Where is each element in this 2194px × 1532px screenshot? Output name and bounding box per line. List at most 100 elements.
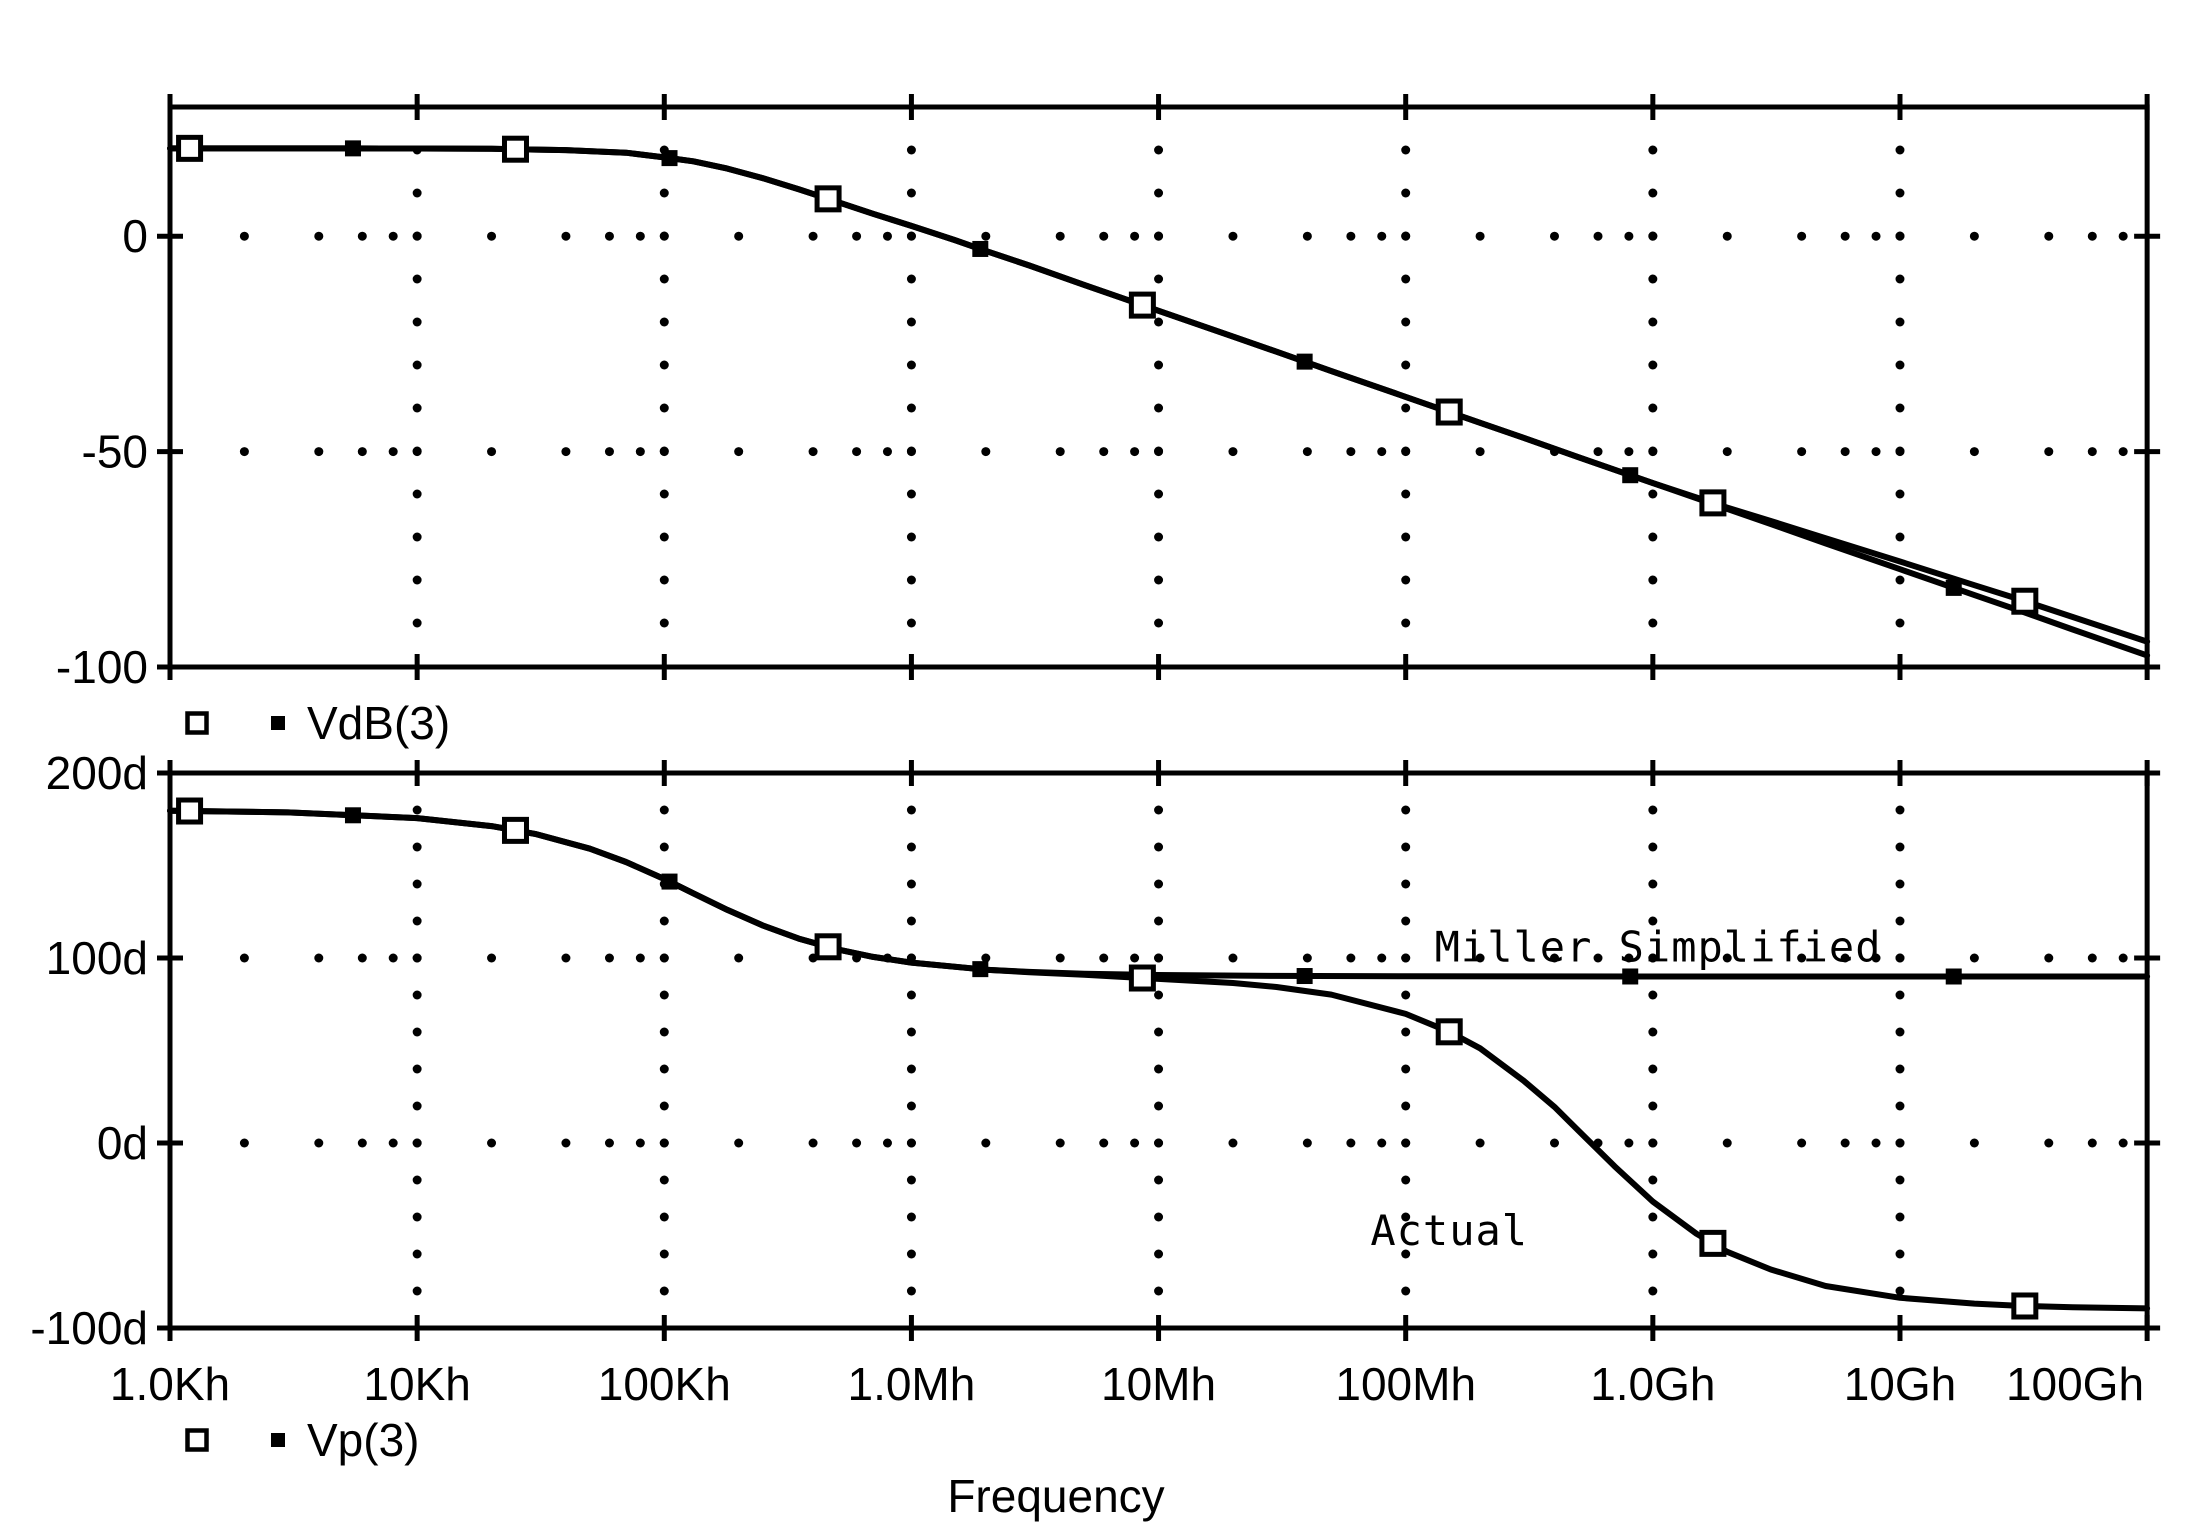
grid-dot: [906, 990, 916, 1000]
grid-dot: [1840, 231, 1850, 241]
grid-dot: [852, 447, 862, 457]
grid-dot: [412, 1101, 422, 1111]
grid-dot: [412, 953, 422, 963]
grid-dot: [561, 231, 571, 241]
grid-dot: [659, 274, 669, 284]
grid-dot: [2044, 1138, 2054, 1148]
filled-square-marker: [661, 150, 678, 167]
y-tick-label: 0d: [97, 1117, 148, 1169]
filled-square-marker: [344, 807, 361, 824]
grid-dot: [1130, 231, 1140, 241]
grid-dot: [734, 953, 744, 963]
grid-dot: [882, 447, 892, 457]
grid-dot: [1624, 231, 1634, 241]
grid-dot: [659, 317, 669, 327]
grid-dot: [1648, 145, 1658, 155]
open-square-marker: [814, 185, 842, 213]
grid-dot: [906, 447, 916, 457]
grid-dot: [1895, 953, 1905, 963]
grid-dot: [561, 1138, 571, 1148]
grid-dot: [1401, 231, 1411, 241]
open-square-marker-icon: [185, 711, 209, 735]
y-tick-label: -100d: [30, 1302, 148, 1354]
y-tick-label: 200d: [46, 747, 148, 799]
grid-dot: [1895, 447, 1905, 457]
grid-dot: [1154, 1138, 1164, 1148]
grid-dot: [1154, 990, 1164, 1000]
grid-dot: [659, 188, 669, 198]
grid-dot: [357, 1138, 367, 1148]
x-axis-title: Frequency: [947, 1470, 1164, 1522]
filled-square-marker: [972, 240, 989, 257]
x-tick-label: 100Gh: [2006, 1358, 2144, 1410]
grid-dot: [412, 403, 422, 413]
grid-dot: [659, 1064, 669, 1074]
grid-dot: [659, 231, 669, 241]
grid-dot: [659, 990, 669, 1000]
x-tick-label: 100Mh: [1335, 1358, 1476, 1410]
grid-dot: [1797, 953, 1807, 963]
grid-dot: [1377, 231, 1387, 241]
grid-dot: [1648, 447, 1658, 457]
grid-dot: [1154, 805, 1164, 815]
grid-dot: [1401, 1027, 1411, 1037]
grid-dot: [1895, 1286, 1905, 1296]
grid-dot: [1154, 879, 1164, 889]
grid-dot: [1401, 1138, 1411, 1148]
grid-dot: [1401, 447, 1411, 457]
grid-dot: [1154, 360, 1164, 370]
legend-phase: Vp(3): [185, 1414, 419, 1466]
grid-dot: [604, 1138, 614, 1148]
x-tick-label: 10Gh: [1844, 1358, 1957, 1410]
grid-dot: [1154, 916, 1164, 926]
phase-panel-border: [167, 770, 2150, 1331]
grid-dot: [314, 953, 324, 963]
grid-dot: [1797, 1138, 1807, 1148]
filled-square-marker: [661, 873, 678, 890]
grid-dot: [357, 231, 367, 241]
grid-dot: [906, 1064, 916, 1074]
grid-dot: [906, 805, 916, 815]
grid-dot: [1624, 953, 1634, 963]
grid-dot: [1154, 1249, 1164, 1259]
grid-dot: [1895, 618, 1905, 628]
grid-dot: [487, 953, 497, 963]
grid-dot: [1840, 1138, 1850, 1148]
grid-dot: [808, 231, 818, 241]
grid-dot: [1401, 1101, 1411, 1111]
grid-dot: [412, 1027, 422, 1037]
grid-dot: [1346, 447, 1356, 457]
open-square-marker: [501, 135, 529, 163]
grid-dot: [1895, 1249, 1905, 1259]
grid-dot: [1154, 953, 1164, 963]
grid-dot: [659, 618, 669, 628]
grid-dot: [852, 1138, 862, 1148]
annotation-actual: Actual: [1370, 1206, 1528, 1255]
grid-dot: [412, 231, 422, 241]
grid-dot: [1154, 447, 1164, 457]
grid-dot: [604, 447, 614, 457]
grid-dot: [412, 188, 422, 198]
x-tick-label: 100Kh: [598, 1358, 731, 1410]
open-square-marker: [1699, 489, 1727, 517]
grid-dot: [1895, 990, 1905, 1000]
grid-dot: [1895, 532, 1905, 542]
grid-dot: [1401, 360, 1411, 370]
y-tick-label: 0: [122, 210, 148, 262]
grid-dot: [1648, 489, 1658, 499]
grid-dot: [906, 842, 916, 852]
grid-dot: [808, 447, 818, 457]
grid-dot: [1154, 618, 1164, 628]
grid-dot: [1969, 1138, 1979, 1148]
grid-dot: [906, 145, 916, 155]
grid-dot: [2044, 447, 2054, 457]
filled-square-marker: [1945, 579, 1962, 596]
grid-dot: [906, 188, 916, 198]
grid-dot: [1549, 231, 1559, 241]
grid-dot: [1401, 879, 1411, 889]
grid-dot: [1228, 953, 1238, 963]
grid-dot: [1871, 231, 1881, 241]
x-tick-label: 10Mh: [1101, 1358, 1216, 1410]
grid-dot: [487, 1138, 497, 1148]
